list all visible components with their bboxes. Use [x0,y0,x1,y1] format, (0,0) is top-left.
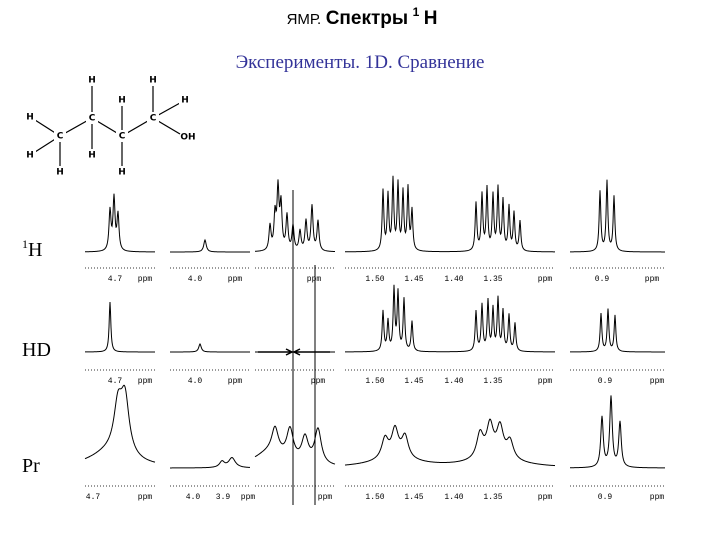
row-label: 1H [22,237,42,261]
title-prefix: ЯМР. [287,11,322,28]
atom: C [57,132,64,142]
atom: H [181,96,189,106]
atom: H [88,76,96,86]
subtitle: Эксперименты. 1D. Сравнение [236,52,485,73]
spectrum [170,238,250,253]
ppm-label: 1.50 [365,275,384,284]
spectrum [344,418,556,467]
ppm-label: 4.7 [86,493,101,502]
atom: H [26,113,34,123]
ppm-label: 1.50 [365,377,384,386]
ppm-label: ppm [138,493,153,502]
ppm-label: ppm [538,377,553,386]
atom: H [26,151,34,161]
atom-bg [54,130,66,142]
spectrum [570,308,665,353]
row-label-text: H [28,239,42,261]
atom: H [88,151,96,161]
atom-bg [24,111,36,123]
ppm-label: ppm [538,493,553,502]
row-label: HD [22,339,51,361]
ppm-label: ppm [538,275,553,284]
atom: C [89,114,96,124]
ppm-label: 4.0 [188,275,203,284]
spectrum [84,193,155,253]
atom-bg [86,74,98,86]
ppm-label: ppm [307,275,322,284]
row-label-sup: 1 [22,237,28,251]
ppm-label: ppm [318,493,333,502]
ppm-label: 0.9 [598,493,613,502]
ppm-label: ppm [138,377,153,386]
ppm-label: 4.7 [108,377,123,386]
spectrum [569,395,665,469]
atom-bg [147,74,159,86]
spectrum [85,301,156,353]
arrow [258,348,330,356]
atom-bg [54,166,66,178]
spectrum [254,425,336,465]
atom-bg [147,112,159,124]
spectrum [84,384,156,463]
slide-title: ЯМР. Спектры 1 H [287,3,438,29]
ppm-label: 3.9 [216,493,231,502]
ppm-label: 1.45 [404,377,423,386]
atom: H [118,168,126,178]
atom-bg [24,149,36,161]
atom-bg [86,112,98,124]
row-label: Pr [22,455,40,477]
atom: C [150,114,157,124]
spectrum [170,456,251,469]
atom-bg [86,149,98,161]
ppm-label: ppm [228,275,243,284]
ppm-label: 0.9 [595,275,610,284]
ppm-label: 1.45 [404,275,423,284]
title-sup: 1 [413,5,420,19]
ppm-label: ppm [650,493,665,502]
atom-bg [116,166,128,178]
atom-bg [182,131,194,143]
ppm-label: ppm [228,377,243,386]
ppm-label: 1.40 [444,493,463,502]
ppm-label: ppm [311,377,326,386]
atom-bg [116,94,128,106]
molecule-bonds [34,86,181,166]
atom: C [119,132,126,142]
ppm-label: 4.0 [188,377,203,386]
row-label-text: HD [22,339,51,361]
ppm-label: 1.35 [483,275,502,284]
ppm-label: ppm [650,377,665,386]
title-main: Спектры [326,8,408,29]
spectrum [345,284,556,353]
ppm-label: 1.40 [444,377,463,386]
ppm-label: 1.50 [365,493,384,502]
ppm-label: 4.0 [186,493,201,502]
row-label-text: Pr [22,455,40,477]
ppm-label: ppm [645,275,660,284]
ppm-label: ppm [138,275,153,284]
atom-bg [116,130,128,142]
spectrum [570,179,665,253]
ppm-label: 1.35 [483,377,502,386]
atom-bg [179,94,191,106]
ppm-label: 1.35 [483,493,502,502]
title-end: H [424,8,438,29]
atom: H [118,96,126,106]
ppm-label: 0.9 [598,377,613,386]
atom: H [149,76,157,86]
atom: OH [180,133,195,143]
spectrum [254,179,336,253]
spectrum [170,343,250,353]
spectrum [345,175,555,253]
atom: H [56,168,64,178]
ppm-label: 4.7 [108,275,123,284]
ppm-label: 1.45 [404,493,423,502]
ppm-label: ppm [241,493,256,502]
ppm-label: 1.40 [444,275,463,284]
